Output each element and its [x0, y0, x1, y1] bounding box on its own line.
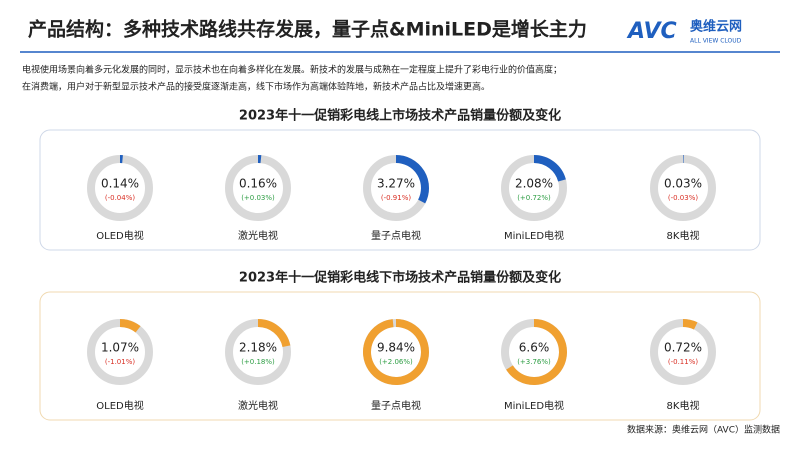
donut-arc — [257, 319, 291, 348]
category-label: 8K电视 — [667, 229, 700, 242]
category-label: OLED电视 — [96, 399, 143, 412]
change-label: (-0.11%) — [668, 358, 698, 366]
donut-arc — [506, 319, 567, 385]
panel — [39, 129, 761, 251]
value-label: 9.84% — [377, 341, 415, 355]
change-label: (+0.03%) — [241, 194, 275, 202]
value-label: 0.03% — [664, 177, 702, 191]
value-label: 0.16% — [239, 177, 277, 191]
donut-arc — [363, 319, 429, 385]
value-label: 2.18% — [239, 341, 277, 355]
value-label: 6.6% — [519, 341, 550, 355]
category-label: 量子点电视 — [371, 229, 421, 242]
donut-arc — [119, 319, 141, 333]
value-label: 0.72% — [664, 341, 702, 355]
source: 数据来源：奥维云网（AVC）监测数据 — [627, 424, 780, 436]
change-label: (+0.72%) — [517, 194, 551, 202]
change-label: (-0.04%) — [105, 194, 135, 202]
change-label: (+2.06%) — [379, 358, 413, 366]
donut-arc — [395, 155, 429, 204]
value-label: 3.27% — [377, 177, 415, 191]
logo: AVC — [626, 19, 677, 44]
category-label: MiniLED电视 — [504, 229, 564, 242]
category-label: 量子点电视 — [371, 399, 421, 412]
value-label: 1.07% — [101, 341, 139, 355]
change-label: (-1.01%) — [105, 358, 135, 366]
change-label: (+0.18%) — [241, 358, 275, 366]
chart-title: 2023年十一促销彩电线下市场技术产品销量份额及变化 — [239, 270, 561, 286]
value-label: 2.08% — [515, 177, 553, 191]
category-label: 激光电视 — [238, 229, 278, 242]
panel — [39, 291, 761, 421]
category-label: 8K电视 — [667, 399, 700, 412]
change-label: (+3.76%) — [517, 358, 551, 366]
intro-line: 在消费端，用户对于新型显示技术产品的接受度逐渐走高，线下市场作为高端体验阵地，新… — [22, 81, 490, 93]
intro-line: 电视使用场景向着多元化发展的同时，显示技术也在向着多样化在发展。新技术的发展与成… — [22, 64, 562, 76]
donut-arc — [533, 155, 566, 182]
value-label: 0.14% — [101, 177, 139, 191]
logo-name: 奥维云网 — [690, 19, 742, 35]
donut-arc — [682, 319, 698, 330]
logo-sub: ALL VIEW CLOUD — [690, 38, 742, 45]
slide-title: 产品结构：多种技术路线共存发展，量子点&MiniLED是增长主力 — [28, 18, 587, 41]
change-label: (-0.03%) — [668, 194, 698, 202]
category-label: 激光电视 — [238, 399, 278, 412]
category-label: MiniLED电视 — [504, 399, 564, 412]
change-label: (-0.91%) — [381, 194, 411, 202]
category-label: OLED电视 — [96, 229, 143, 242]
chart-title: 2023年十一促销彩电线上市场技术产品销量份额及变化 — [239, 108, 561, 124]
